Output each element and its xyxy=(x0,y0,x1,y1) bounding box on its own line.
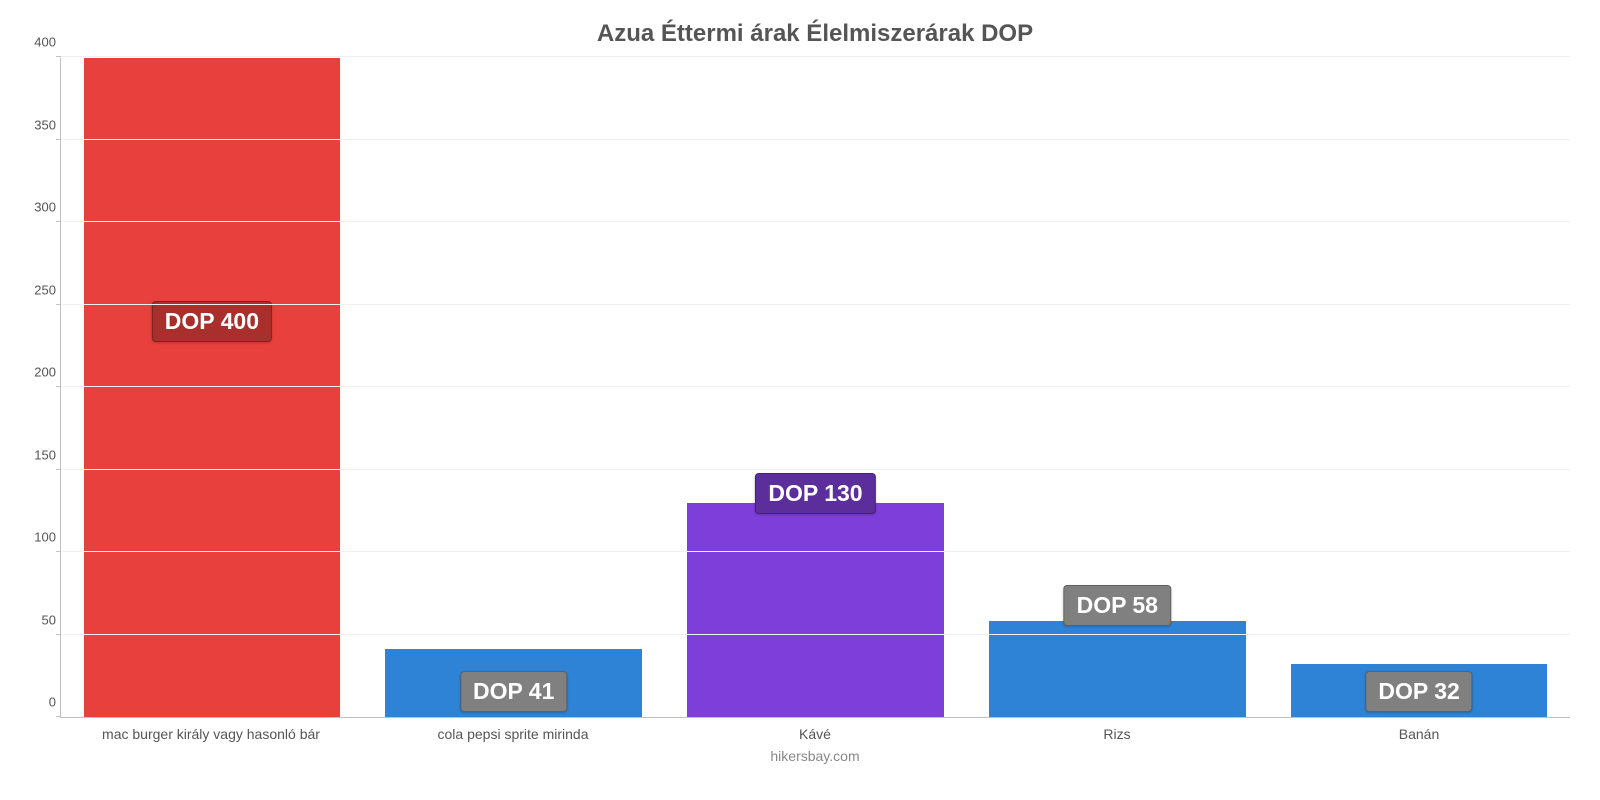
y-tick-label: 100 xyxy=(16,530,56,545)
y-tick-mark xyxy=(56,221,61,222)
gridline xyxy=(61,221,1570,222)
value-badge: DOP 32 xyxy=(1365,671,1472,712)
plot-area: DOP 400DOP 41DOP 130DOP 58DOP 32 0501001… xyxy=(60,58,1570,718)
gridline xyxy=(61,56,1570,57)
value-badge: DOP 58 xyxy=(1064,585,1171,626)
bar-slot: DOP 130 xyxy=(665,58,967,717)
value-badge: DOP 130 xyxy=(755,473,875,514)
x-axis-label: Rizs xyxy=(966,726,1268,742)
bar xyxy=(84,58,341,717)
y-tick-label: 0 xyxy=(16,695,56,710)
y-tick-label: 300 xyxy=(16,200,56,215)
chart-credit: hikersbay.com xyxy=(60,748,1570,764)
y-tick-mark xyxy=(56,469,61,470)
bar-slot: DOP 58 xyxy=(966,58,1268,717)
gridline xyxy=(61,551,1570,552)
gridline xyxy=(61,386,1570,387)
x-axis-label: cola pepsi sprite mirinda xyxy=(362,726,664,742)
gridline xyxy=(61,469,1570,470)
y-tick-label: 150 xyxy=(16,447,56,462)
y-tick-mark xyxy=(56,634,61,635)
bar-slot: DOP 400 xyxy=(61,58,363,717)
y-tick-mark xyxy=(56,716,61,717)
value-badge: DOP 41 xyxy=(460,671,567,712)
bar-slot: DOP 32 xyxy=(1268,58,1570,717)
y-tick-label: 250 xyxy=(16,282,56,297)
y-tick-mark xyxy=(56,386,61,387)
chart-title: Azua Éttermi árak Élelmiszerárak DOP xyxy=(60,20,1570,48)
y-tick-label: 350 xyxy=(16,117,56,132)
y-tick-label: 50 xyxy=(16,612,56,627)
bar xyxy=(989,621,1246,717)
y-tick-mark xyxy=(56,551,61,552)
price-bar-chart: Azua Éttermi árak Élelmiszerárak DOP DOP… xyxy=(0,0,1600,800)
y-tick-mark xyxy=(56,56,61,57)
gridline xyxy=(61,304,1570,305)
y-tick-label: 400 xyxy=(16,35,56,50)
x-axis-label: Kávé xyxy=(664,726,966,742)
y-tick-mark xyxy=(56,304,61,305)
gridline xyxy=(61,634,1570,635)
value-badge: DOP 400 xyxy=(152,301,272,342)
y-tick-mark xyxy=(56,139,61,140)
gridline xyxy=(61,139,1570,140)
bar xyxy=(687,503,944,717)
bar-slot: DOP 41 xyxy=(363,58,665,717)
x-axis-label: Banán xyxy=(1268,726,1570,742)
x-axis-labels: mac burger király vagy hasonló bárcola p… xyxy=(60,726,1570,742)
bars-row: DOP 400 DOP 41 DOP 130 DOP 58 DOP 32 xyxy=(61,58,1570,717)
x-axis-label: mac burger király vagy hasonló bár xyxy=(60,726,362,742)
y-tick-label: 200 xyxy=(16,365,56,380)
